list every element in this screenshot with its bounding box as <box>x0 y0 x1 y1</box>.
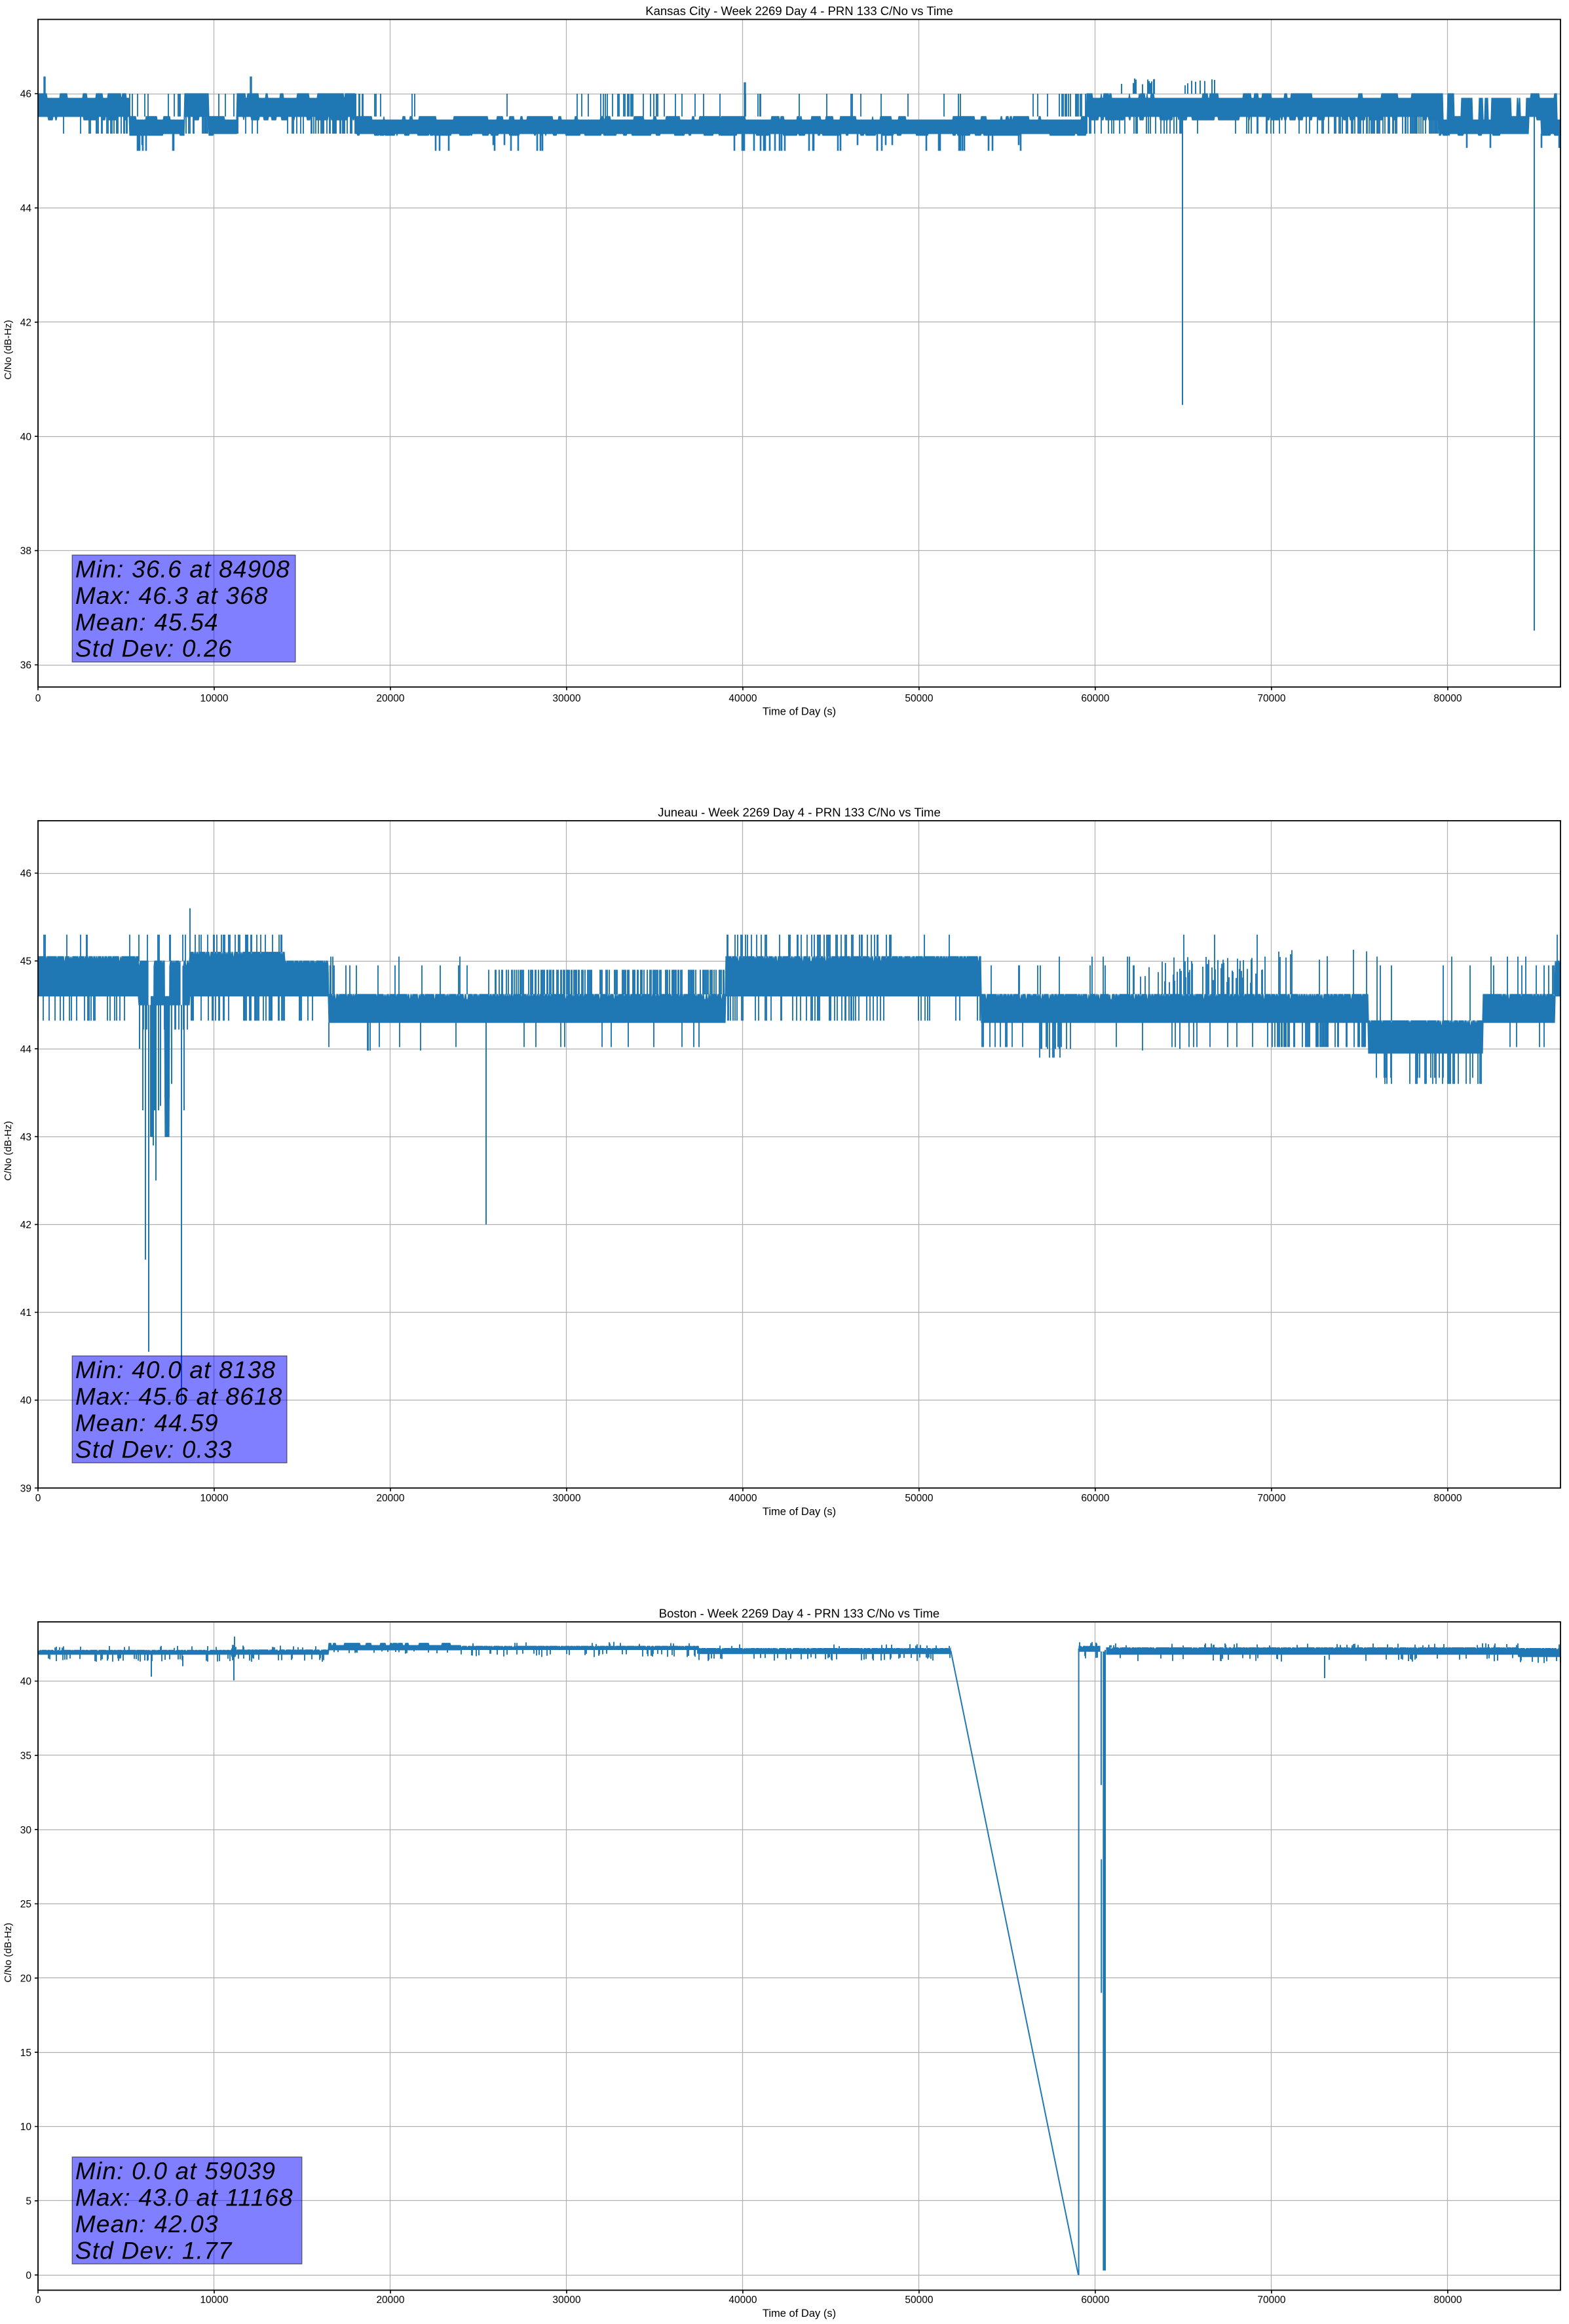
svg-text:Max: 45.6 at 8618: Max: 45.6 at 8618 <box>75 1383 283 1410</box>
svg-text:Juneau - Week 2269 Day 4 - PRN: Juneau - Week 2269 Day 4 - PRN 133 C/No … <box>658 805 941 819</box>
svg-text:40000: 40000 <box>728 2295 757 2306</box>
svg-text:Time of Day (s): Time of Day (s) <box>763 1506 836 1518</box>
svg-text:5: 5 <box>26 2196 31 2207</box>
svg-text:15: 15 <box>20 2048 31 2059</box>
svg-text:40000: 40000 <box>728 693 757 704</box>
svg-text:25: 25 <box>20 1899 31 1910</box>
svg-text:Max: 46.3 at 368: Max: 46.3 at 368 <box>75 582 269 609</box>
svg-text:30000: 30000 <box>552 1493 580 1504</box>
svg-text:41: 41 <box>20 1307 31 1319</box>
svg-text:50000: 50000 <box>905 2295 933 2306</box>
svg-text:Mean: 42.03: Mean: 42.03 <box>75 2211 219 2238</box>
svg-text:Kansas City - Week 2269 Day 4: Kansas City - Week 2269 Day 4 - PRN 133 … <box>645 4 953 18</box>
svg-text:38: 38 <box>20 546 31 557</box>
svg-text:36: 36 <box>20 660 31 671</box>
svg-text:Min: 0.0 at 59039: Min: 0.0 at 59039 <box>75 2158 276 2184</box>
svg-text:60000: 60000 <box>1081 1493 1109 1504</box>
svg-text:10000: 10000 <box>200 693 228 704</box>
svg-text:Max: 43.0 at 11168: Max: 43.0 at 11168 <box>75 2184 293 2211</box>
svg-text:50000: 50000 <box>905 1493 933 1504</box>
svg-text:39: 39 <box>20 1483 31 1494</box>
svg-text:43: 43 <box>20 1132 31 1143</box>
svg-text:42: 42 <box>20 317 31 328</box>
svg-text:Min: 36.6 at 84908: Min: 36.6 at 84908 <box>75 556 290 583</box>
svg-text:0: 0 <box>35 2295 41 2306</box>
svg-text:60000: 60000 <box>1081 693 1109 704</box>
svg-text:44: 44 <box>20 203 32 214</box>
svg-text:20000: 20000 <box>376 2295 404 2306</box>
svg-text:C/No (dB-Hz): C/No (dB-Hz) <box>3 1121 14 1180</box>
svg-text:30000: 30000 <box>552 693 580 704</box>
svg-text:C/No (dB-Hz): C/No (dB-Hz) <box>3 320 14 379</box>
svg-text:40000: 40000 <box>728 1493 757 1504</box>
svg-text:30000: 30000 <box>552 2295 580 2306</box>
svg-text:60000: 60000 <box>1081 2295 1109 2306</box>
svg-text:20: 20 <box>20 1973 32 1984</box>
svg-text:50000: 50000 <box>905 693 933 704</box>
svg-text:45: 45 <box>20 956 31 967</box>
svg-text:40: 40 <box>20 1676 32 1687</box>
svg-text:C/No (dB-Hz): C/No (dB-Hz) <box>3 1922 14 1982</box>
svg-text:Mean: 44.59: Mean: 44.59 <box>75 1410 219 1436</box>
svg-text:Boston - Week 2269 Day 4 - PRN: Boston - Week 2269 Day 4 - PRN 133 C/No … <box>659 1607 939 1621</box>
svg-text:44: 44 <box>20 1044 32 1055</box>
svg-text:30: 30 <box>20 1825 32 1836</box>
svg-text:80000: 80000 <box>1433 1493 1462 1504</box>
svg-text:Std Dev: 0.26: Std Dev: 0.26 <box>75 635 233 662</box>
svg-text:70000: 70000 <box>1257 693 1285 704</box>
svg-text:Std Dev: 0.33: Std Dev: 0.33 <box>75 1436 233 1463</box>
svg-text:40: 40 <box>20 1395 32 1406</box>
svg-text:20000: 20000 <box>376 693 404 704</box>
svg-text:70000: 70000 <box>1257 2295 1285 2306</box>
svg-text:40: 40 <box>20 432 32 443</box>
svg-text:80000: 80000 <box>1433 693 1462 704</box>
svg-text:70000: 70000 <box>1257 1493 1285 1504</box>
svg-text:0: 0 <box>35 1493 41 1504</box>
svg-text:42: 42 <box>20 1220 31 1231</box>
svg-text:80000: 80000 <box>1433 2295 1462 2306</box>
svg-text:Time of Day (s): Time of Day (s) <box>763 706 836 718</box>
svg-text:46: 46 <box>20 869 31 880</box>
svg-text:20000: 20000 <box>376 1493 404 1504</box>
svg-text:10: 10 <box>20 2122 32 2133</box>
svg-text:Min: 40.0 at 8138: Min: 40.0 at 8138 <box>75 1357 276 1383</box>
svg-text:10000: 10000 <box>200 1493 228 1504</box>
svg-text:Time of Day (s): Time of Day (s) <box>763 2308 836 2319</box>
svg-text:10000: 10000 <box>200 2295 228 2306</box>
svg-text:46: 46 <box>20 89 31 100</box>
svg-text:0: 0 <box>26 2270 31 2281</box>
svg-text:35: 35 <box>20 1750 31 1761</box>
svg-text:Mean: 45.54: Mean: 45.54 <box>75 609 219 635</box>
svg-text:Std Dev: 1.77: Std Dev: 1.77 <box>75 2237 233 2264</box>
svg-text:0: 0 <box>35 693 41 704</box>
